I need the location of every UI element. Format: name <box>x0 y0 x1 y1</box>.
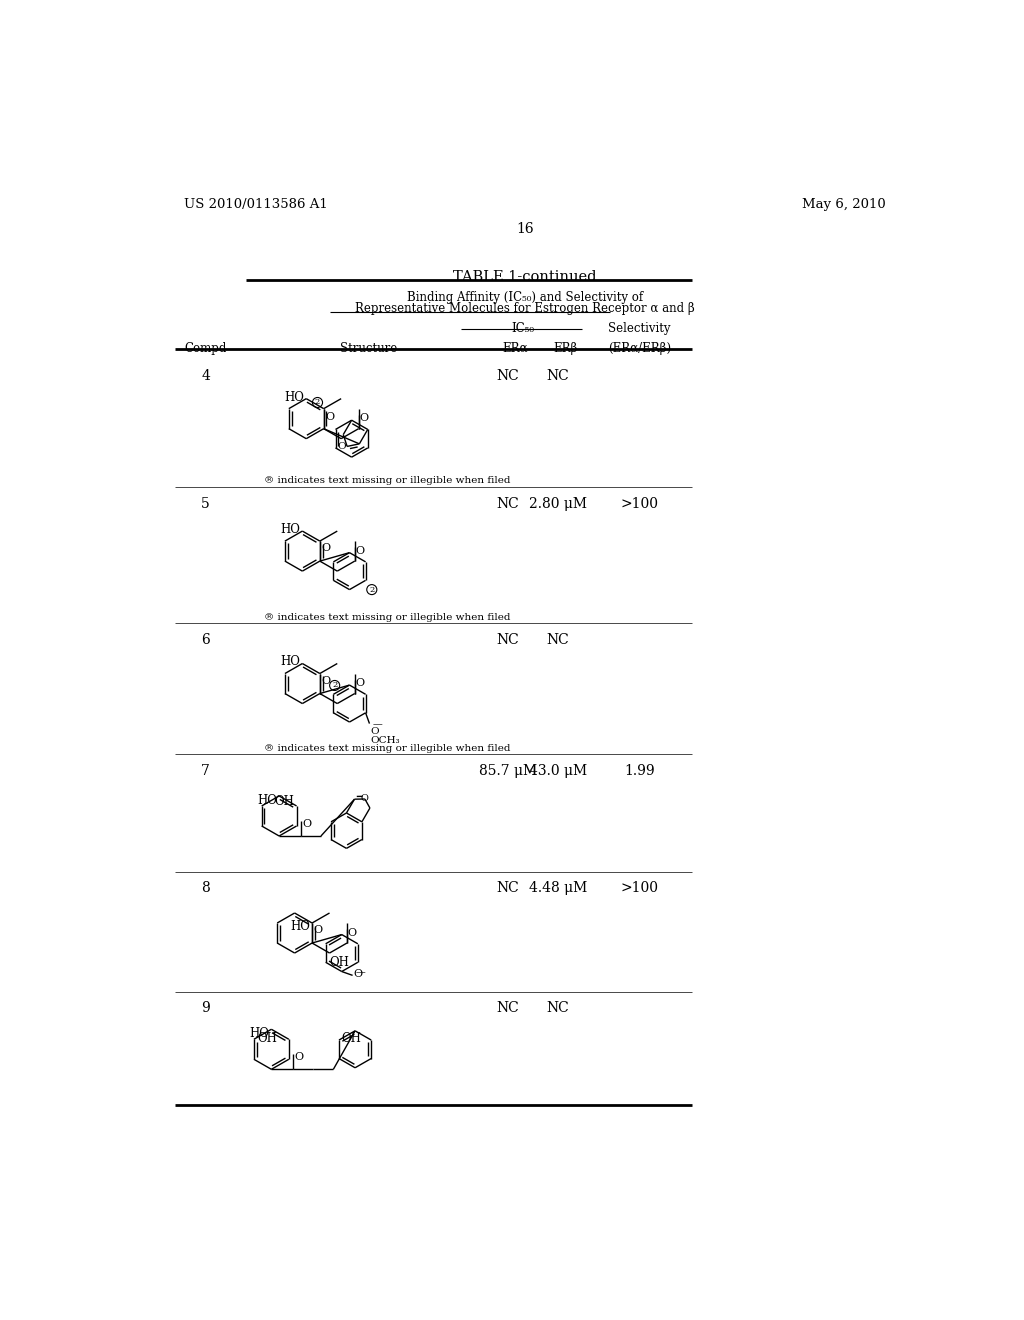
Text: ® indicates text missing or illegible when filed: ® indicates text missing or illegible wh… <box>263 612 510 622</box>
Text: NC: NC <box>547 368 569 383</box>
Text: O: O <box>337 442 345 451</box>
Text: 6: 6 <box>201 634 210 648</box>
Text: O: O <box>295 1052 304 1063</box>
Text: NC: NC <box>547 634 569 648</box>
Text: —: — <box>355 969 366 978</box>
Text: 7: 7 <box>201 764 210 779</box>
Text: May 6, 2010: May 6, 2010 <box>802 198 886 211</box>
Text: O: O <box>359 413 369 424</box>
Text: 2: 2 <box>332 681 337 689</box>
Text: 2: 2 <box>314 399 321 407</box>
Text: HO: HO <box>284 391 304 404</box>
Text: (ERα/ERβ): (ERα/ERβ) <box>608 342 671 355</box>
Text: O: O <box>322 544 331 553</box>
Text: O: O <box>355 545 365 556</box>
Text: O: O <box>322 676 331 686</box>
Text: 4: 4 <box>201 368 210 383</box>
Text: O: O <box>348 928 357 937</box>
Text: 16: 16 <box>516 222 534 235</box>
Text: 8: 8 <box>201 882 210 895</box>
Text: 2.80 μM: 2.80 μM <box>529 498 587 511</box>
Text: HO: HO <box>290 920 309 933</box>
Text: NC: NC <box>497 368 519 383</box>
Text: HO: HO <box>281 656 300 668</box>
Text: IC₅₀: IC₅₀ <box>512 322 535 335</box>
Text: O: O <box>353 969 362 979</box>
Text: 43.0 μM: 43.0 μM <box>529 764 587 779</box>
Text: 1.99: 1.99 <box>625 764 654 779</box>
Text: ERα: ERα <box>503 342 528 355</box>
Text: 9: 9 <box>201 1001 210 1015</box>
Text: >100: >100 <box>621 498 658 511</box>
Text: NC: NC <box>497 634 519 648</box>
Text: —: — <box>373 721 382 730</box>
Text: OH: OH <box>341 1032 361 1045</box>
Text: HO: HO <box>249 1027 269 1040</box>
Text: Selectivity: Selectivity <box>608 322 671 335</box>
Text: OCH₃: OCH₃ <box>371 737 400 744</box>
Text: 4.48 μM: 4.48 μM <box>529 882 587 895</box>
Text: Binding Affinity (IC₅₀) and Selectivity of: Binding Affinity (IC₅₀) and Selectivity … <box>407 290 643 304</box>
Text: OH: OH <box>274 795 294 808</box>
Text: Compd: Compd <box>184 342 226 355</box>
Text: OH: OH <box>258 1032 278 1044</box>
Text: NC: NC <box>497 882 519 895</box>
Text: HO: HO <box>281 523 300 536</box>
Text: TABLE 1-continued: TABLE 1-continued <box>453 271 597 284</box>
Text: 2: 2 <box>370 586 375 594</box>
Text: OH: OH <box>330 956 349 969</box>
Text: O: O <box>355 678 365 688</box>
Text: ERβ: ERβ <box>554 342 579 355</box>
Text: O: O <box>371 726 379 735</box>
Text: Structure: Structure <box>340 342 397 355</box>
Text: HO: HO <box>257 793 276 807</box>
Text: NC: NC <box>497 1001 519 1015</box>
Text: 5: 5 <box>201 498 210 511</box>
Text: NC: NC <box>497 498 519 511</box>
Text: O: O <box>326 412 335 421</box>
Text: US 2010/0113586 A1: US 2010/0113586 A1 <box>183 198 328 211</box>
Text: Representative Molecules for Estrogen Receptor α and β: Representative Molecules for Estrogen Re… <box>355 302 694 315</box>
Text: O: O <box>313 925 323 936</box>
Text: 85.7 μM: 85.7 μM <box>478 764 537 779</box>
Text: ® indicates text missing or illegible when filed: ® indicates text missing or illegible wh… <box>263 477 510 486</box>
Text: ® indicates text missing or illegible when filed: ® indicates text missing or illegible wh… <box>263 743 510 752</box>
Text: >100: >100 <box>621 882 658 895</box>
Text: O: O <box>302 818 311 829</box>
Text: O: O <box>360 795 369 804</box>
Text: NC: NC <box>547 1001 569 1015</box>
